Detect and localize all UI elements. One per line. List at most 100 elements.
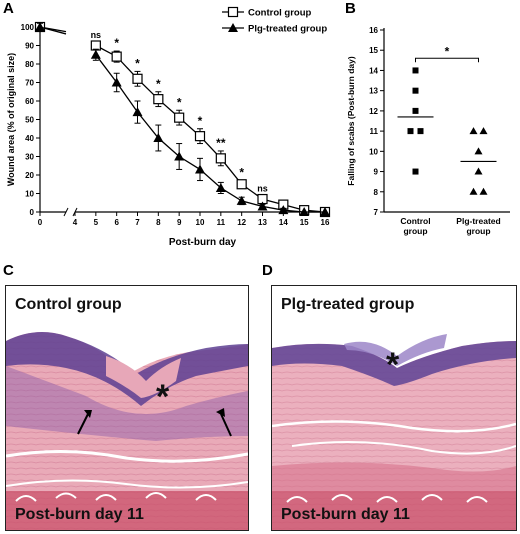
significance-label: * <box>239 166 244 180</box>
y-tick-label: 10 <box>25 190 34 199</box>
x-tick-label: 9 <box>177 218 182 227</box>
histology-control-panel: Control group * Post-burn day 11 <box>5 285 249 531</box>
x-tick-label: 6 <box>114 218 119 227</box>
significance-label: * <box>135 56 140 70</box>
control-scab-point <box>417 128 424 135</box>
plg-point <box>215 182 226 192</box>
histology-control-label: Control group <box>15 296 122 313</box>
histology-control-scab-marker: * <box>156 378 170 416</box>
category-label: group <box>403 226 427 236</box>
y-tick-label: 70 <box>25 79 34 88</box>
y-tick-label: 90 <box>25 42 34 51</box>
control-scab-point <box>412 107 419 114</box>
significance-label: ns <box>257 183 268 193</box>
y-tick-label: 0 <box>30 208 35 217</box>
control-point <box>90 40 101 51</box>
y-tick-label: 80 <box>25 60 34 69</box>
plg-point <box>90 49 101 59</box>
y-tick-label: 50 <box>25 116 34 125</box>
plg-point <box>278 205 289 215</box>
control-point <box>111 51 122 62</box>
y-tick-label: 12 <box>369 107 378 116</box>
control-scab-point <box>412 67 419 74</box>
panel-letter-d: D <box>262 262 273 279</box>
x-tick-label: 10 <box>196 218 205 227</box>
y-tick-label: 9 <box>374 168 379 177</box>
plg-point <box>111 77 122 87</box>
histology-plg-panel: Plg-treated group * Post-burn day 11 <box>271 285 517 531</box>
panel-letter-c: C <box>3 262 14 279</box>
y-tick-label: 15 <box>369 46 378 55</box>
control-point <box>174 112 185 123</box>
y-axis-label: Falling of scabs (Post-burn day) <box>346 56 356 186</box>
plg-scab-point <box>469 187 478 195</box>
y-tick-label: 10 <box>369 147 378 156</box>
x-tick-label: 5 <box>94 218 99 227</box>
plg-point <box>320 207 330 216</box>
plg-point <box>257 201 268 211</box>
y-tick-label: 14 <box>369 66 378 75</box>
plg-scab-point <box>479 187 488 195</box>
x-tick-label: 11 <box>217 218 226 227</box>
x-axis-label: Post-burn day <box>169 237 237 248</box>
plg-scab-point <box>474 167 483 175</box>
control-point <box>194 131 206 142</box>
y-tick-label: 40 <box>25 134 34 143</box>
plg-point <box>35 22 45 31</box>
significance-label: * <box>156 77 161 91</box>
significance-label: * <box>445 44 450 58</box>
control-scab-point <box>412 168 419 175</box>
histology-plg-label: Plg-treated group <box>281 296 415 313</box>
histology-control-caption: Post-burn day 11 <box>15 506 144 523</box>
legend-marker-plg <box>228 23 238 32</box>
x-tick-label: 15 <box>300 218 309 227</box>
y-axis-label: Wound area (% of original size) <box>6 53 16 186</box>
x-tick-label: 8 <box>156 218 161 227</box>
plg-scab-point <box>469 127 478 135</box>
series-line-1 <box>95 54 325 213</box>
control-point <box>215 153 226 164</box>
control-point <box>132 73 143 84</box>
significance-label: * <box>177 95 182 109</box>
y-tick-label: 7 <box>374 208 379 217</box>
x-tick-label: 12 <box>237 218 246 227</box>
x-tick-label: 4 <box>73 218 78 227</box>
y-tick-label: 8 <box>374 188 379 197</box>
x-tick-label: 0 <box>38 218 43 227</box>
legend-label: Plg-treated group <box>248 24 327 35</box>
y-tick-label: 20 <box>25 171 34 180</box>
y-tick-label: 100 <box>21 23 35 32</box>
y-tick-label: 11 <box>370 127 379 136</box>
y-tick-label: 13 <box>369 87 378 96</box>
legend-marker-control <box>227 6 239 18</box>
plg-point <box>236 195 247 205</box>
control-scab-point <box>412 87 419 94</box>
plg-point <box>195 164 205 174</box>
plg-point <box>174 151 185 161</box>
y-tick-label: 60 <box>25 97 34 106</box>
chart-a-wound-area: 0 10 20 30 40 50 60 70 80 90 100 0 4 5 6 7 8 9 10 11 12 13 14 1… <box>6 6 331 248</box>
histology-plg-image <box>272 286 516 530</box>
significance-bracket <box>415 57 479 63</box>
control-point <box>236 179 247 190</box>
chart-b-scab-falling: 7 8 9 10 11 12 13 14 15 16 Falling of scabs (Post-… <box>346 26 510 236</box>
control-point <box>153 94 164 105</box>
histology-plg-caption: Post-burn day 11 <box>281 506 410 523</box>
series-line-0 <box>95 44 326 213</box>
significance-label: * <box>198 114 203 128</box>
plg-point <box>299 207 310 216</box>
x-tick-label: 14 <box>279 218 288 227</box>
significance-label: ** <box>216 136 226 150</box>
category-label: group <box>466 226 490 236</box>
histology-control-image <box>6 286 248 530</box>
y-tick-label: 16 <box>369 26 378 35</box>
x-tick-label: 16 <box>321 218 330 227</box>
significance-label: * <box>114 36 119 50</box>
plg-point <box>132 107 143 117</box>
histology-plg-scab-marker: * <box>386 346 400 384</box>
x-tick-label: 7 <box>135 218 140 227</box>
category-label: Plg-treated <box>456 216 500 226</box>
x-tick-label: 13 <box>258 218 267 227</box>
panel-letter-b: B <box>345 0 356 17</box>
series-line-1 <box>39 26 67 35</box>
